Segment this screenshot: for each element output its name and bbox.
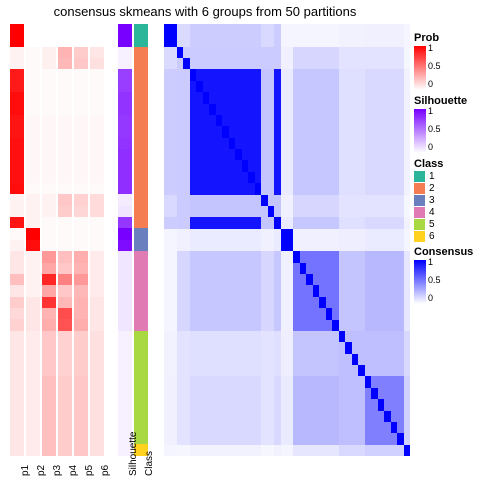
silhouette-column xyxy=(118,24,132,456)
heatmap-area xyxy=(10,24,410,456)
legend-class: Class123456 xyxy=(414,158,502,242)
prob-column-p1 xyxy=(10,24,24,456)
class-column xyxy=(134,24,148,456)
x-label: p1 xyxy=(20,465,31,476)
x-label: p3 xyxy=(52,465,63,476)
x-label: p4 xyxy=(68,465,79,476)
x-label: Class xyxy=(144,451,155,476)
legends-panel: Prob10.50Silhouette10.50Class123456Conse… xyxy=(414,28,502,305)
consensus-matrix xyxy=(164,24,410,456)
x-axis-labels: p1p2p3p4p5p6SilhouetteClass xyxy=(10,458,410,504)
prob-column-p4 xyxy=(58,24,72,456)
legend-consensus: Consensus10.50 xyxy=(414,246,502,305)
prob-column-p5 xyxy=(74,24,88,456)
prob-column-p6 xyxy=(90,24,104,456)
legend-silhouette: Silhouette10.50 xyxy=(414,95,502,154)
x-label: p5 xyxy=(84,465,95,476)
prob-column-p2 xyxy=(26,24,40,456)
prob-column-p3 xyxy=(42,24,56,456)
x-label: p2 xyxy=(36,465,47,476)
x-label: p6 xyxy=(100,465,111,476)
plot-title: consensus skmeans with 6 groups from 50 … xyxy=(0,4,410,19)
x-label: Silhouette xyxy=(128,432,139,476)
legend-prob: Prob10.50 xyxy=(414,32,502,91)
